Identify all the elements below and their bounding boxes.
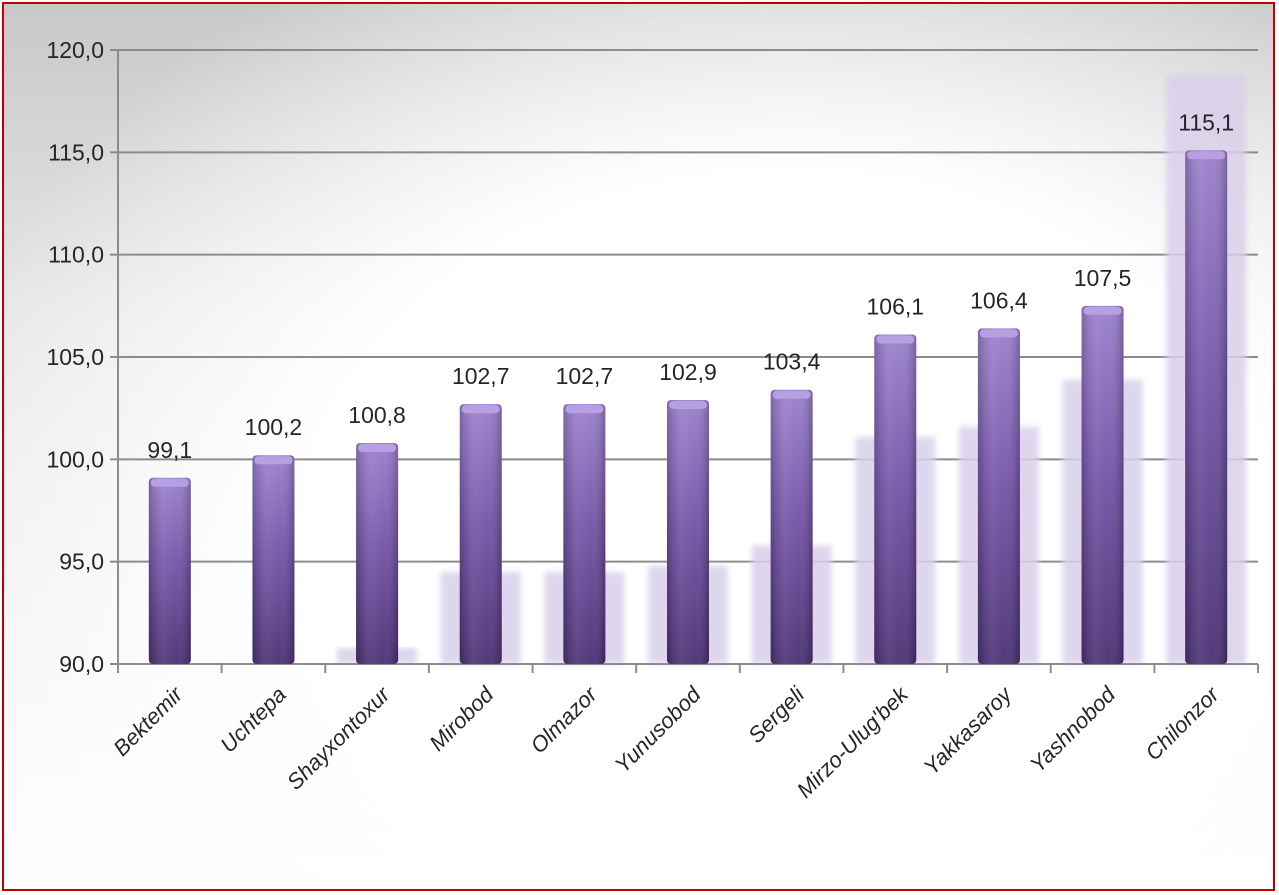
bar-5	[667, 399, 709, 664]
bar-cap-2	[358, 443, 397, 452]
bar-sheen-5	[667, 399, 709, 664]
bar-sheen-8	[977, 328, 1020, 664]
data-label-3: 102,7	[452, 363, 510, 389]
bar-sheen-2	[356, 442, 399, 664]
bar-cap-1	[254, 456, 293, 465]
bar-sheen-3	[459, 404, 502, 664]
data-label-6: 103,4	[763, 349, 821, 375]
data-label-8: 106,4	[970, 287, 1028, 313]
bars	[148, 150, 1228, 664]
bar-sheen-4	[563, 404, 606, 664]
y-tick-label-3: 105,0	[46, 344, 104, 370]
bar-cap-8	[979, 329, 1018, 338]
bar-cap-4	[565, 405, 604, 414]
bar-cap-5	[669, 400, 707, 409]
bar-6	[770, 389, 813, 664]
bar-sheen-7	[874, 334, 917, 664]
data-label-4: 102,7	[556, 363, 614, 389]
y-tick-label-0: 90,0	[59, 651, 104, 677]
bar-7	[874, 334, 917, 664]
y-tick-label-6: 120,0	[46, 37, 104, 63]
y-tick-label-5: 115,0	[48, 139, 104, 165]
bar-sheen-6	[770, 389, 813, 664]
x-category-label-8: Yakkasaroy	[919, 680, 1018, 779]
x-category-label-3: Mirobod	[424, 681, 498, 755]
x-category-label-2: Shayxontoxur	[282, 681, 396, 795]
bar-cap-0	[150, 478, 189, 487]
bar-sheen-0	[148, 477, 191, 664]
y-tick-label-4: 110,0	[48, 242, 104, 268]
y-tick-label-2: 100,0	[46, 446, 104, 472]
bar-9	[1081, 305, 1124, 664]
x-category-label-1: Uchtepa	[215, 682, 291, 758]
bar-8	[977, 328, 1020, 664]
data-label-5: 102,9	[659, 359, 717, 385]
x-category-label-10: Chilonzor	[1140, 681, 1225, 766]
bar-sheen-1	[252, 455, 295, 664]
x-category-label-6: Sergeli	[743, 681, 810, 748]
data-label-0: 99,1	[147, 437, 192, 463]
data-labels: 99,1 100,2 100,8 102,7 102,7 102,9 103,4 106,1 1…	[147, 109, 1234, 462]
bar-1	[252, 455, 295, 664]
bar-10	[1185, 150, 1228, 664]
x-category-label-9: Yashnobod	[1025, 681, 1121, 777]
y-axis-tick-labels: 90,0 95,0 100,0 105,0 110,0 115,0 120,0	[46, 37, 104, 677]
y-tick-label-1: 95,0	[59, 549, 104, 575]
data-label-1: 100,2	[245, 414, 303, 440]
data-label-10: 115,1	[1178, 109, 1234, 135]
x-category-label-7: Mirzo-Ulug'bek	[792, 681, 914, 803]
x-category-label-5: Yunusobod	[610, 681, 706, 777]
bar-cap-10	[1187, 151, 1226, 160]
bar-cap-6	[772, 390, 811, 399]
bar-cap-9	[1083, 306, 1122, 315]
bar-cap-3	[461, 405, 500, 414]
bar-2	[356, 442, 399, 664]
x-category-label-4: Olmazor	[525, 681, 603, 759]
bar-sheen-10	[1185, 150, 1228, 664]
data-label-7: 106,1	[866, 293, 924, 319]
data-label-2: 100,8	[348, 402, 406, 428]
data-label-9: 107,5	[1074, 265, 1132, 291]
bar-cap-7	[876, 335, 915, 344]
x-category-label-0: Bektemir	[108, 681, 188, 761]
bar-4	[563, 404, 606, 664]
bar-3	[459, 404, 502, 664]
bar-sheen-9	[1081, 305, 1124, 664]
bar-0	[148, 477, 191, 664]
